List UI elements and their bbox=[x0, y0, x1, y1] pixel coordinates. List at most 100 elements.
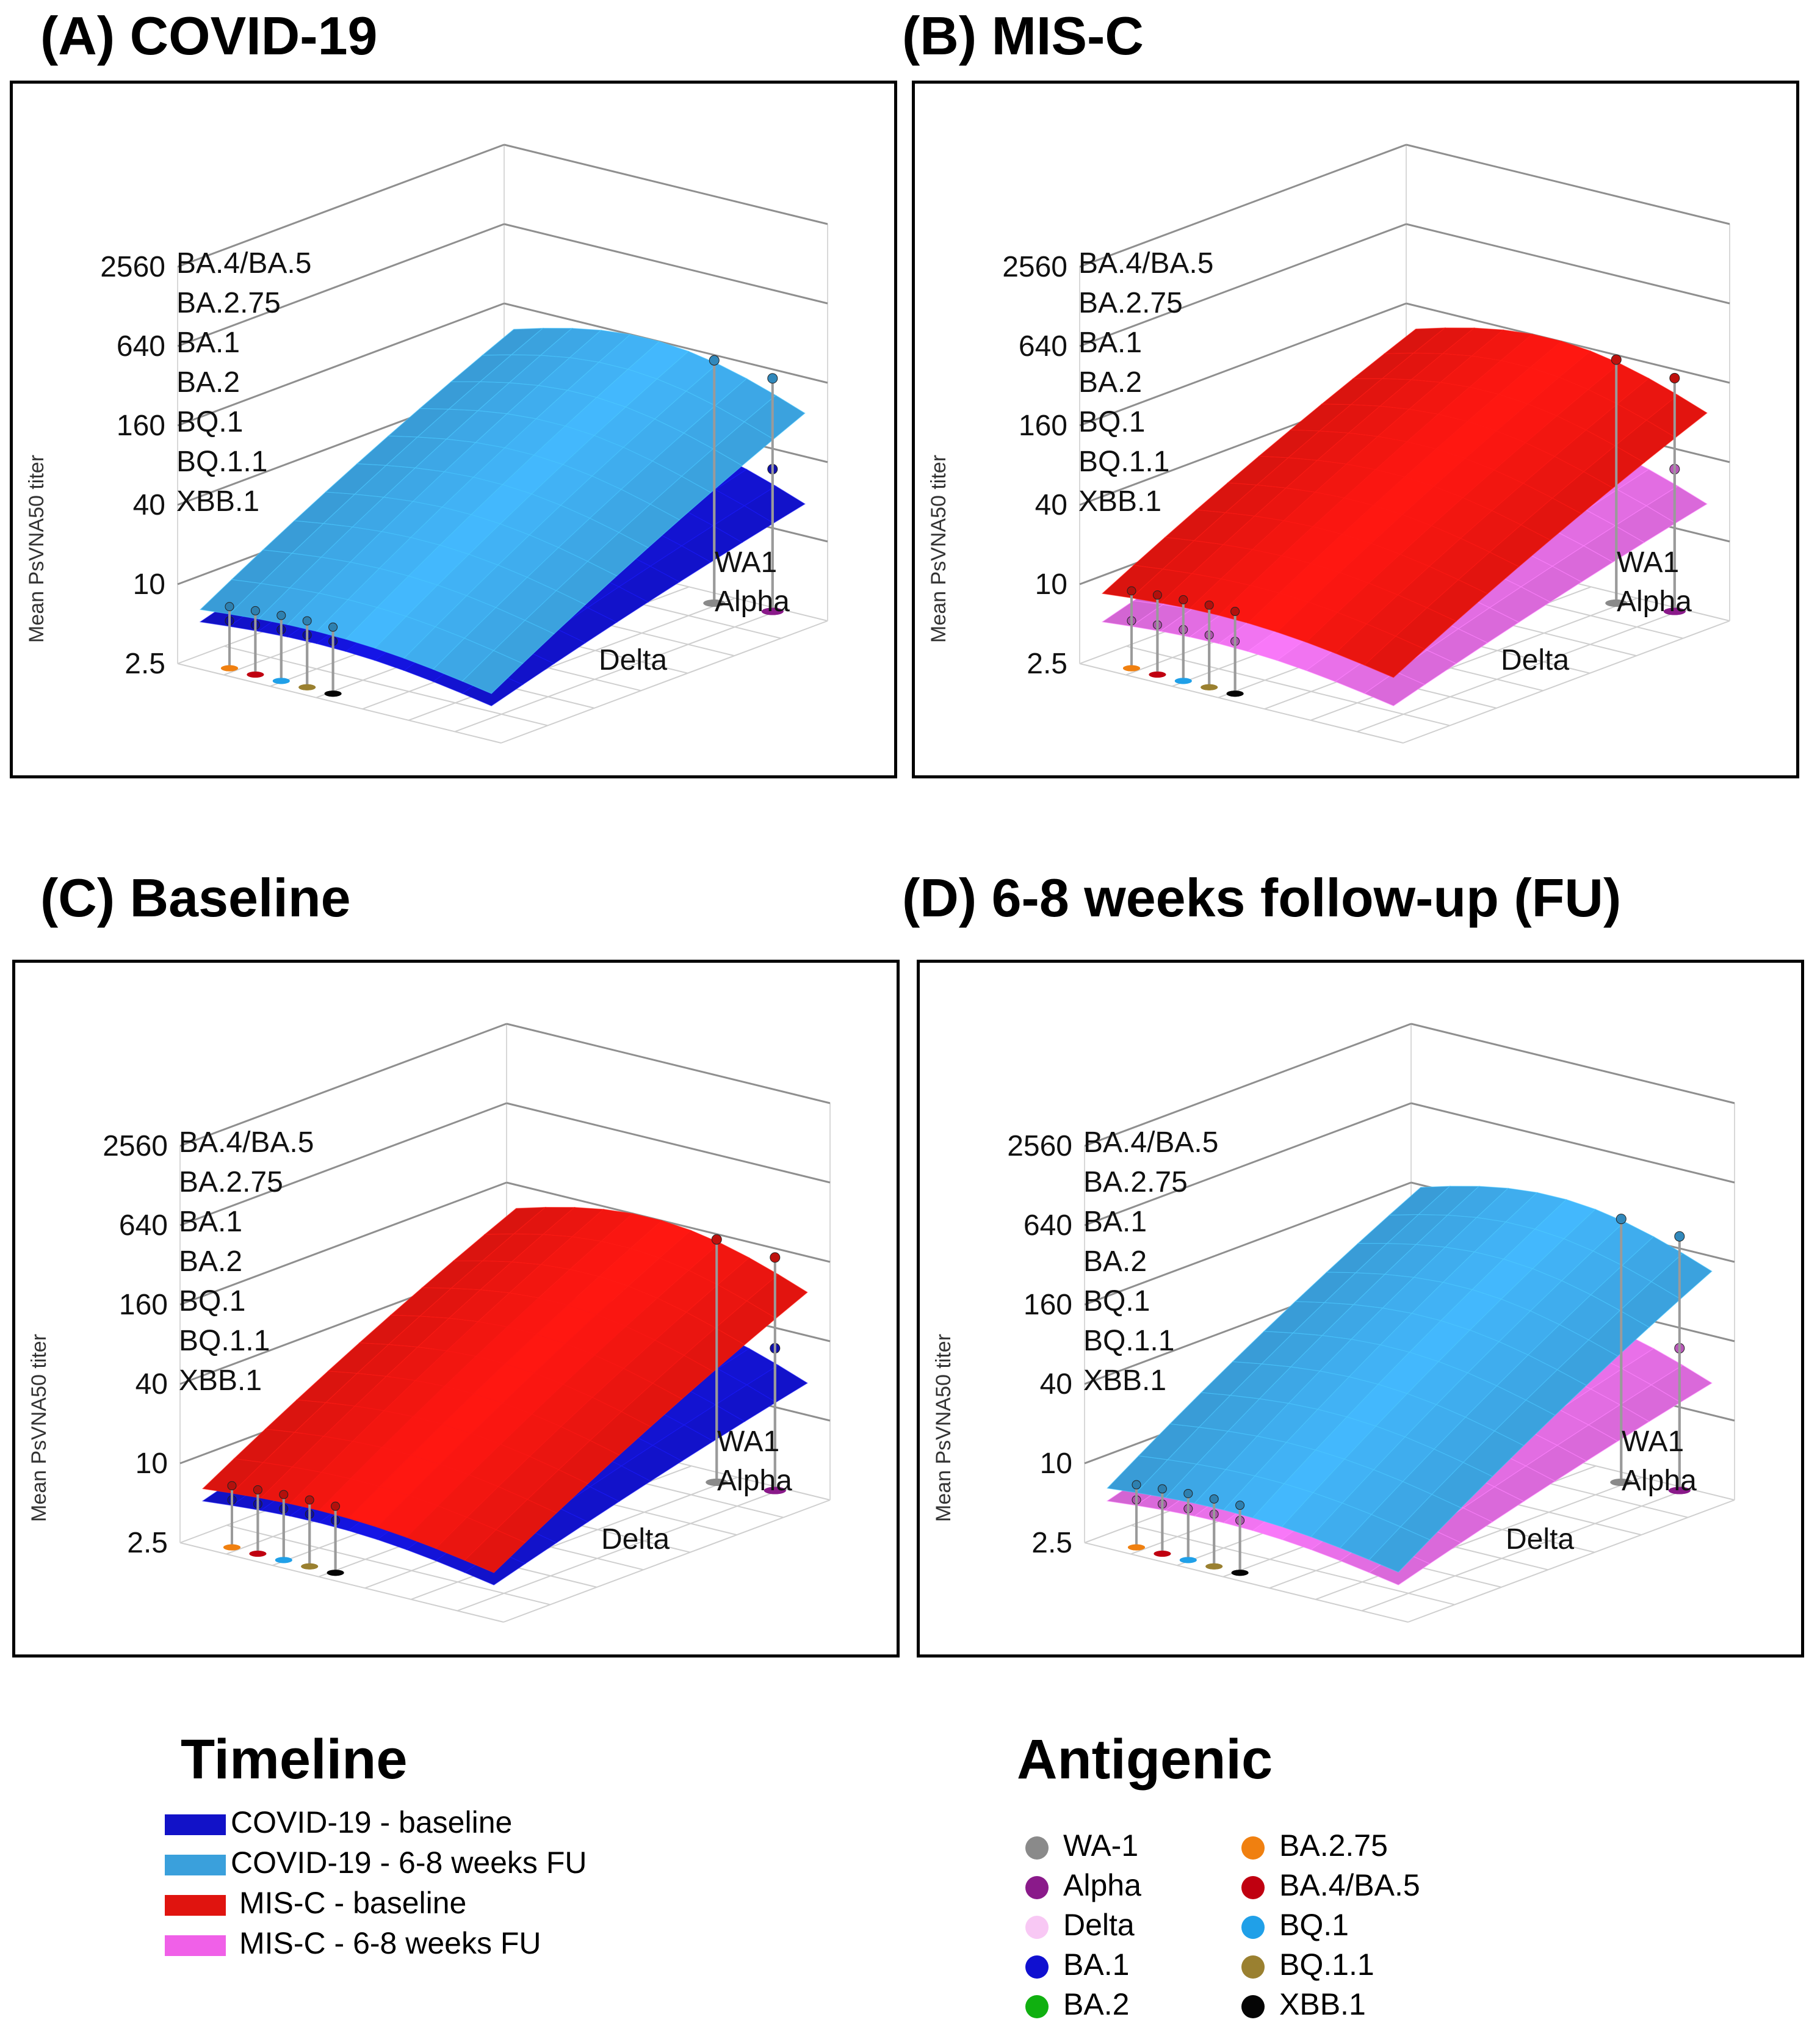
antigenic-item-bq-1: BQ.1 bbox=[1241, 1910, 1349, 1940]
legend-misc-baseline-swatch bbox=[165, 1894, 226, 1916]
floor-marker bbox=[298, 684, 316, 690]
floor-marker bbox=[1201, 684, 1218, 690]
data-point bbox=[1179, 595, 1188, 604]
y-axis-title: Mean PsVNA50 titer bbox=[25, 455, 48, 643]
floor-marker bbox=[223, 1544, 240, 1551]
y-tick-label: 40 bbox=[135, 1368, 168, 1400]
surface-patch bbox=[1645, 394, 1708, 438]
variant-label: BA.1 bbox=[1078, 327, 1142, 359]
panel-a-plot: 2560 640 160 40 10 2.5 Mean PsVNA50 titer BA.4/… bbox=[25, 143, 828, 744]
legend-covid-baseline-swatch bbox=[165, 1814, 226, 1835]
floor-marker bbox=[324, 690, 342, 697]
data-point bbox=[302, 616, 312, 626]
floor-grid-line bbox=[1131, 1524, 1455, 1606]
antigenic-label: BQ.1 bbox=[1279, 1908, 1349, 1942]
variant-label: BA.2.75 bbox=[1078, 287, 1183, 319]
panel-d-plot: 2560 640 160 40 10 2.5 Mean PsVNA50 titer BA.4/… bbox=[932, 1023, 1735, 1623]
data-point bbox=[276, 610, 286, 620]
variant-label: XBB.1 bbox=[179, 1364, 262, 1397]
antigenic-item-ba-2-75: BA.2.75 bbox=[1241, 1830, 1388, 1861]
y-tick-label: 640 bbox=[1024, 1209, 1072, 1242]
variant-label: BQ.1 bbox=[1078, 406, 1145, 438]
floor-grid-line bbox=[1084, 1542, 1409, 1623]
data-point bbox=[1669, 372, 1680, 383]
data-point bbox=[1616, 1214, 1627, 1225]
y-tick-label: 40 bbox=[133, 489, 165, 521]
y-tick-label: 2560 bbox=[1002, 251, 1067, 283]
y-axis-title: Mean PsVNA50 titer bbox=[927, 455, 950, 643]
panel-b-plot: 2560 640 160 40 10 2.5 Mean PsVNA50 titer BA.4/… bbox=[927, 143, 1730, 744]
ancestral-label: WA1 bbox=[1617, 546, 1679, 579]
ancestral-label: WA1 bbox=[717, 1426, 779, 1458]
y-tick-label: 2.5 bbox=[127, 1527, 168, 1559]
variant-label: BA.4/BA.5 bbox=[176, 247, 311, 280]
y-tick-label: 10 bbox=[133, 568, 165, 601]
floor-marker bbox=[1605, 600, 1628, 607]
floor-marker bbox=[706, 1479, 728, 1486]
y-tick-label: 2.5 bbox=[1027, 648, 1067, 680]
antigenic-item-alpha: Alpha bbox=[1025, 1870, 1141, 1900]
variant-label: XBB.1 bbox=[176, 485, 259, 518]
data-point bbox=[1209, 1494, 1219, 1504]
y-tick-label: 160 bbox=[117, 410, 165, 442]
delta-label: Delta bbox=[599, 644, 667, 676]
ancestral-label: Alpha bbox=[1617, 585, 1692, 618]
variant-label: BA.2.75 bbox=[176, 287, 281, 319]
variant-label: BQ.1.1 bbox=[176, 446, 267, 478]
y-grid-line bbox=[177, 143, 505, 268]
floor-marker bbox=[1668, 1487, 1691, 1494]
panel-a-chart: 2560 640 160 40 10 2.5 Mean PsVNA50 titer BA.4/… bbox=[10, 81, 897, 778]
floor-marker bbox=[221, 665, 238, 672]
delta-label: Delta bbox=[601, 1523, 670, 1556]
antigenic-label: XBB.1 bbox=[1279, 1987, 1366, 2021]
floor-grid-line bbox=[1361, 1488, 1689, 1612]
data-point bbox=[1611, 354, 1622, 365]
floor-marker bbox=[1128, 1544, 1145, 1551]
y-tick-label: 10 bbox=[1035, 568, 1067, 601]
floor-grid-line bbox=[179, 1542, 504, 1623]
floor-grid-line bbox=[1079, 663, 1404, 744]
floor-grid-line bbox=[503, 1499, 831, 1623]
floor-grid-line bbox=[177, 663, 502, 744]
data-point bbox=[253, 1485, 262, 1494]
antigenic-label: Alpha bbox=[1063, 1868, 1141, 1902]
y-tick-label: 2.5 bbox=[1031, 1527, 1072, 1559]
variant-label: BA.2 bbox=[179, 1245, 242, 1278]
y-tick-label: 10 bbox=[1040, 1447, 1072, 1480]
data-point bbox=[328, 622, 338, 632]
panel-b-title: (B) MIS-C bbox=[902, 5, 1144, 66]
floor-marker bbox=[1174, 678, 1192, 684]
panel-b-chart: 2560 640 160 40 10 2.5 Mean PsVNA50 titer BA.4/… bbox=[912, 81, 1799, 778]
floor-grid-line bbox=[1356, 609, 1684, 733]
y-grid-line bbox=[1406, 143, 1730, 225]
floor-grid-line bbox=[1315, 1476, 1642, 1600]
antigenic-dot bbox=[1241, 1915, 1265, 1939]
y-grid-line bbox=[177, 223, 505, 347]
y-tick-label: 2.5 bbox=[125, 648, 165, 680]
surface-covid-19-6-8-weeks-fu bbox=[199, 327, 806, 697]
data-point bbox=[1183, 1488, 1193, 1498]
antigenic-label: BA.1 bbox=[1063, 1947, 1130, 1982]
y-tick-label: 160 bbox=[1024, 1289, 1072, 1321]
y-grid-line bbox=[506, 1102, 831, 1184]
floor-grid-line bbox=[457, 1488, 784, 1612]
panel-a-title: (A) COVID-19 bbox=[40, 5, 378, 66]
y-tick-label: 10 bbox=[135, 1447, 168, 1480]
panel-d-chart: 2560 640 160 40 10 2.5 Mean PsVNA50 titer BA.4/… bbox=[917, 960, 1804, 1657]
antigenic-item-ba-1: BA.1 bbox=[1025, 1949, 1129, 1980]
variant-label: BA.2 bbox=[1083, 1245, 1147, 1278]
y-grid-line bbox=[1084, 1023, 1412, 1147]
legend-covid-fu-swatch bbox=[165, 1854, 226, 1875]
y-grid-line bbox=[1079, 143, 1407, 268]
antigenic-dot bbox=[1241, 1875, 1265, 1899]
floor-marker bbox=[327, 1570, 344, 1576]
variant-label: BQ.1 bbox=[1083, 1285, 1150, 1317]
floor-marker bbox=[247, 672, 264, 678]
antigenic-item-delta: Delta bbox=[1025, 1910, 1135, 1940]
variant-label: BQ.1 bbox=[176, 406, 243, 438]
y-grid-line bbox=[1079, 302, 1407, 427]
y-grid-line bbox=[1079, 223, 1407, 347]
legend-misc-fu-swatch bbox=[165, 1935, 226, 1956]
floor-grid-line bbox=[1407, 1499, 1735, 1623]
variant-label: BA.1 bbox=[179, 1206, 242, 1238]
